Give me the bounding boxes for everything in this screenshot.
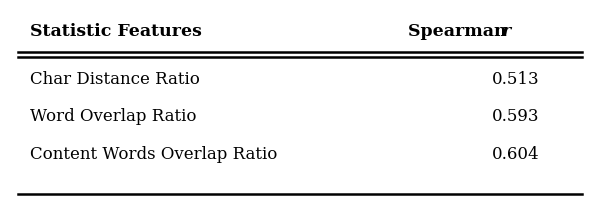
Text: Spearman: Spearman [408,23,512,40]
Text: Char Distance Ratio: Char Distance Ratio [30,71,200,88]
Text: Word Overlap Ratio: Word Overlap Ratio [30,108,197,125]
Text: 0.513: 0.513 [492,71,539,88]
Text: Content Words Overlap Ratio: Content Words Overlap Ratio [30,145,277,163]
Text: r: r [501,23,510,40]
Text: 0.604: 0.604 [492,145,539,163]
Text: Statistic Features: Statistic Features [30,23,202,40]
Text: 0.593: 0.593 [492,108,539,125]
